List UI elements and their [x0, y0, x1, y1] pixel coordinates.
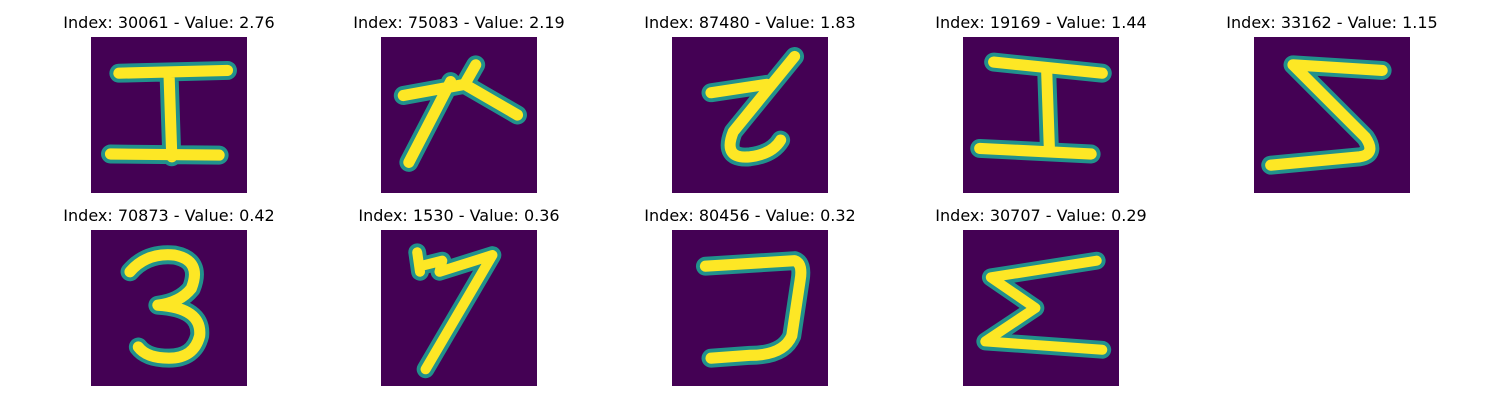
glyph-image	[672, 230, 828, 386]
glyph-image	[1254, 37, 1410, 193]
panel-title: Index: 1530 - Value: 0.36	[358, 206, 560, 225]
glyph-image	[91, 230, 247, 386]
glyph-image	[91, 37, 247, 193]
glyph-image	[963, 37, 1119, 193]
glyph-image	[963, 230, 1119, 386]
panel-title: Index: 30061 - Value: 2.76	[63, 13, 275, 32]
panel-title: Index: 87480 - Value: 1.83	[644, 13, 856, 32]
panel-title: Index: 75083 - Value: 2.19	[353, 13, 565, 32]
panel-title: Index: 70873 - Value: 0.42	[63, 206, 275, 225]
glyph-image	[672, 37, 828, 193]
panel-title: Index: 30707 - Value: 0.29	[935, 206, 1147, 225]
panel-title: Index: 33162 - Value: 1.15	[1226, 13, 1438, 32]
glyph-image	[381, 37, 537, 193]
glyph-image	[381, 230, 537, 386]
panel-title: Index: 80456 - Value: 0.32	[644, 206, 856, 225]
panel-title: Index: 19169 - Value: 1.44	[935, 13, 1147, 32]
